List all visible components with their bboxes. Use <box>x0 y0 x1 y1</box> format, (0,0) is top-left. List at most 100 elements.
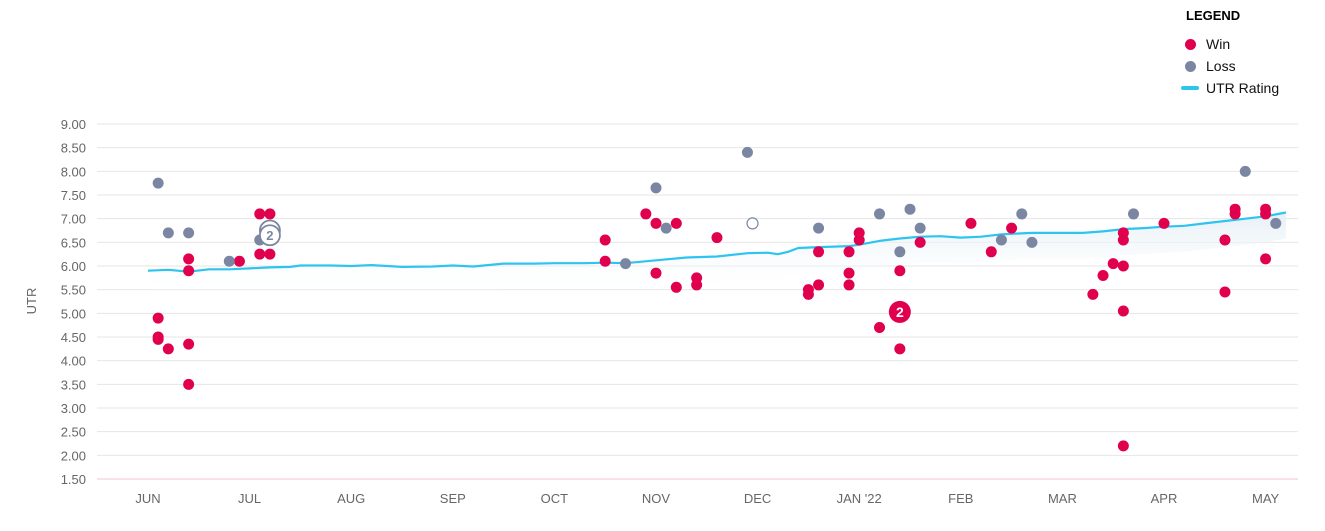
hollow-point <box>746 217 759 230</box>
win-point <box>1219 234 1231 246</box>
win-point <box>162 343 174 355</box>
loss-count-badge-label: 2 <box>266 228 273 243</box>
x-axis: JUN JUL AUG SEP OCT NOV DEC JAN '22 FEB MAR APR MAY <box>135 491 1279 506</box>
win-point <box>813 279 825 291</box>
utr-rating-line <box>147 211 1287 273</box>
win-point <box>965 217 977 229</box>
x-tick-label: MAY <box>1252 491 1280 506</box>
win-point <box>183 265 195 277</box>
x-tick-label: APR <box>1151 491 1178 506</box>
y-tick-label: 6.00 <box>61 259 86 274</box>
win-point <box>670 217 682 229</box>
win-point <box>254 208 266 220</box>
rating-line-icon <box>1181 86 1199 90</box>
x-tick-label: FEB <box>948 491 973 506</box>
win-point <box>152 333 164 345</box>
win-point <box>183 338 195 350</box>
win-point <box>264 248 276 260</box>
win-point <box>233 255 245 267</box>
win-point <box>650 267 662 279</box>
chart-grid <box>97 123 1298 480</box>
win-point <box>843 246 855 258</box>
y-tick-label: 8.00 <box>61 164 86 179</box>
y-tick-label: 5.50 <box>61 283 86 298</box>
utr-rating-band <box>148 212 1286 298</box>
y-tick-label: 5.00 <box>61 306 86 321</box>
legend: LEGEND Win Loss UTR Rating <box>1178 8 1318 99</box>
loss-point <box>223 255 235 267</box>
win-point <box>1260 208 1272 220</box>
win-point <box>1117 260 1129 272</box>
win-point <box>1229 208 1241 220</box>
loss-point <box>995 234 1007 246</box>
y-axis: 9.00 8.50 8.00 7.50 7.00 6.50 6.00 5.50 5.00 4.50… <box>61 117 86 487</box>
legend-label-utr-rating: UTR Rating <box>1206 80 1280 96</box>
win-point <box>1158 217 1170 229</box>
legend-item-loss: Loss <box>1178 55 1318 77</box>
loss-point <box>904 203 916 215</box>
x-tick-label: MAR <box>1048 491 1077 506</box>
win-point <box>1260 253 1272 265</box>
win-point <box>1117 234 1129 246</box>
win-point <box>183 378 195 390</box>
y-tick-label: 8.50 <box>61 141 86 156</box>
match-points <box>152 146 1282 452</box>
win-point <box>650 217 662 229</box>
y-tick-label: 3.50 <box>61 377 86 392</box>
loss-point <box>1026 236 1038 248</box>
loss-count-badge <box>259 224 281 247</box>
win-dot-icon <box>1184 38 1196 50</box>
y-tick-label: 4.00 <box>61 354 86 369</box>
win-point <box>254 248 266 260</box>
loss-point <box>152 177 164 189</box>
y-axis-label: UTR <box>24 288 39 315</box>
win-point <box>1117 305 1129 317</box>
loss-point <box>1239 165 1251 177</box>
legend-label-win: Win <box>1206 36 1231 52</box>
loss-point <box>162 227 174 239</box>
win-point <box>843 279 855 291</box>
win-point <box>1107 258 1119 270</box>
win-point <box>894 343 906 355</box>
win-point <box>691 279 703 291</box>
win-point <box>711 232 723 244</box>
y-tick-label: 1.50 <box>61 472 86 487</box>
y-tick-label: 9.00 <box>61 117 86 132</box>
legend-item-utr-rating: UTR Rating <box>1178 77 1318 99</box>
win-count-badge <box>888 300 911 323</box>
loss-point <box>741 146 753 158</box>
win-point <box>843 267 855 279</box>
y-tick-label: 7.50 <box>61 188 86 203</box>
y-tick-label: 2.00 <box>61 448 86 463</box>
y-tick-label: 2.50 <box>61 425 86 440</box>
legend-title: LEGEND <box>1186 8 1241 23</box>
win-point <box>1097 269 1109 281</box>
loss-point <box>1016 208 1028 220</box>
win-point <box>1006 222 1018 234</box>
x-tick-label: SEP <box>440 491 466 506</box>
win-point <box>1219 286 1231 298</box>
win-point <box>874 322 886 334</box>
win-point <box>914 236 926 248</box>
win-point <box>183 253 195 265</box>
win-point <box>802 288 814 300</box>
win-point <box>894 265 906 277</box>
loss-point <box>874 208 886 220</box>
legend-item-win: Win <box>1178 33 1318 55</box>
loss-point <box>813 222 825 234</box>
x-tick-label: AUG <box>337 491 365 506</box>
x-tick-label: DEC <box>744 491 771 506</box>
win-point <box>670 281 682 293</box>
win-point <box>985 246 997 258</box>
y-tick-label: 7.00 <box>61 212 86 227</box>
win-point <box>640 208 652 220</box>
y-tick-label: 3.00 <box>61 401 86 416</box>
loss-point <box>1270 217 1282 229</box>
x-tick-label: OCT <box>541 491 569 506</box>
loss-dot-icon <box>1184 60 1196 72</box>
x-tick-label: JUN <box>135 491 160 506</box>
win-point <box>1087 288 1099 300</box>
y-tick-label: 4.50 <box>61 330 86 345</box>
win-point <box>599 255 611 267</box>
